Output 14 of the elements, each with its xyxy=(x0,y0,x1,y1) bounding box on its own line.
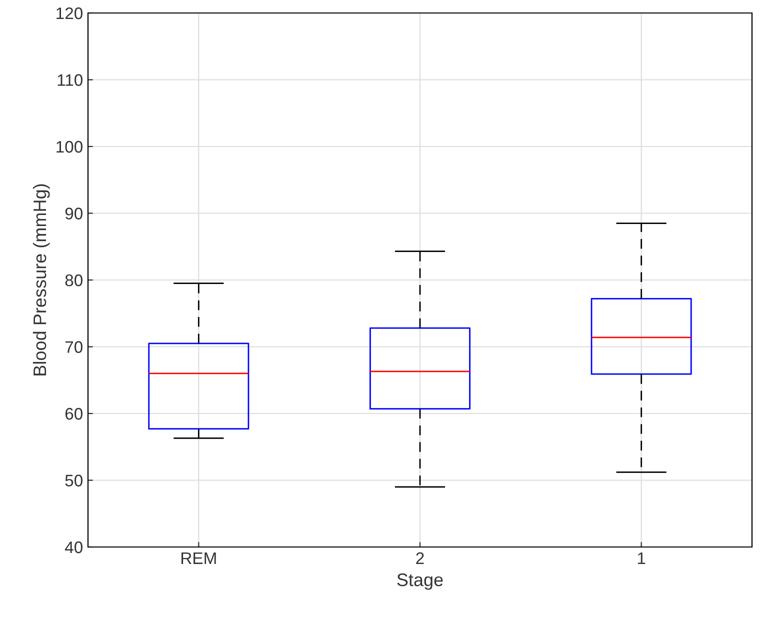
x-tick-label: REM xyxy=(182,552,216,564)
y-tick-label: 40 xyxy=(64,541,82,554)
x-tick-label: 1 xyxy=(638,552,646,564)
y-tick-label: 80 xyxy=(65,274,82,286)
y-tick-label: 60 xyxy=(65,408,82,420)
y-tick-label: 70 xyxy=(65,341,82,353)
y-tick-label: 120 xyxy=(56,7,82,20)
y-tick-label: 110 xyxy=(58,74,82,86)
y-tick-label: 50 xyxy=(65,474,82,486)
y-tick-label: 100 xyxy=(56,140,82,153)
y-tick-label: 90 xyxy=(65,208,82,220)
x-tick-label: 2 xyxy=(416,552,424,564)
y-axis-title: Blood Pressure (mmHg) xyxy=(32,184,50,376)
x-axis-title: Stage xyxy=(397,573,443,590)
